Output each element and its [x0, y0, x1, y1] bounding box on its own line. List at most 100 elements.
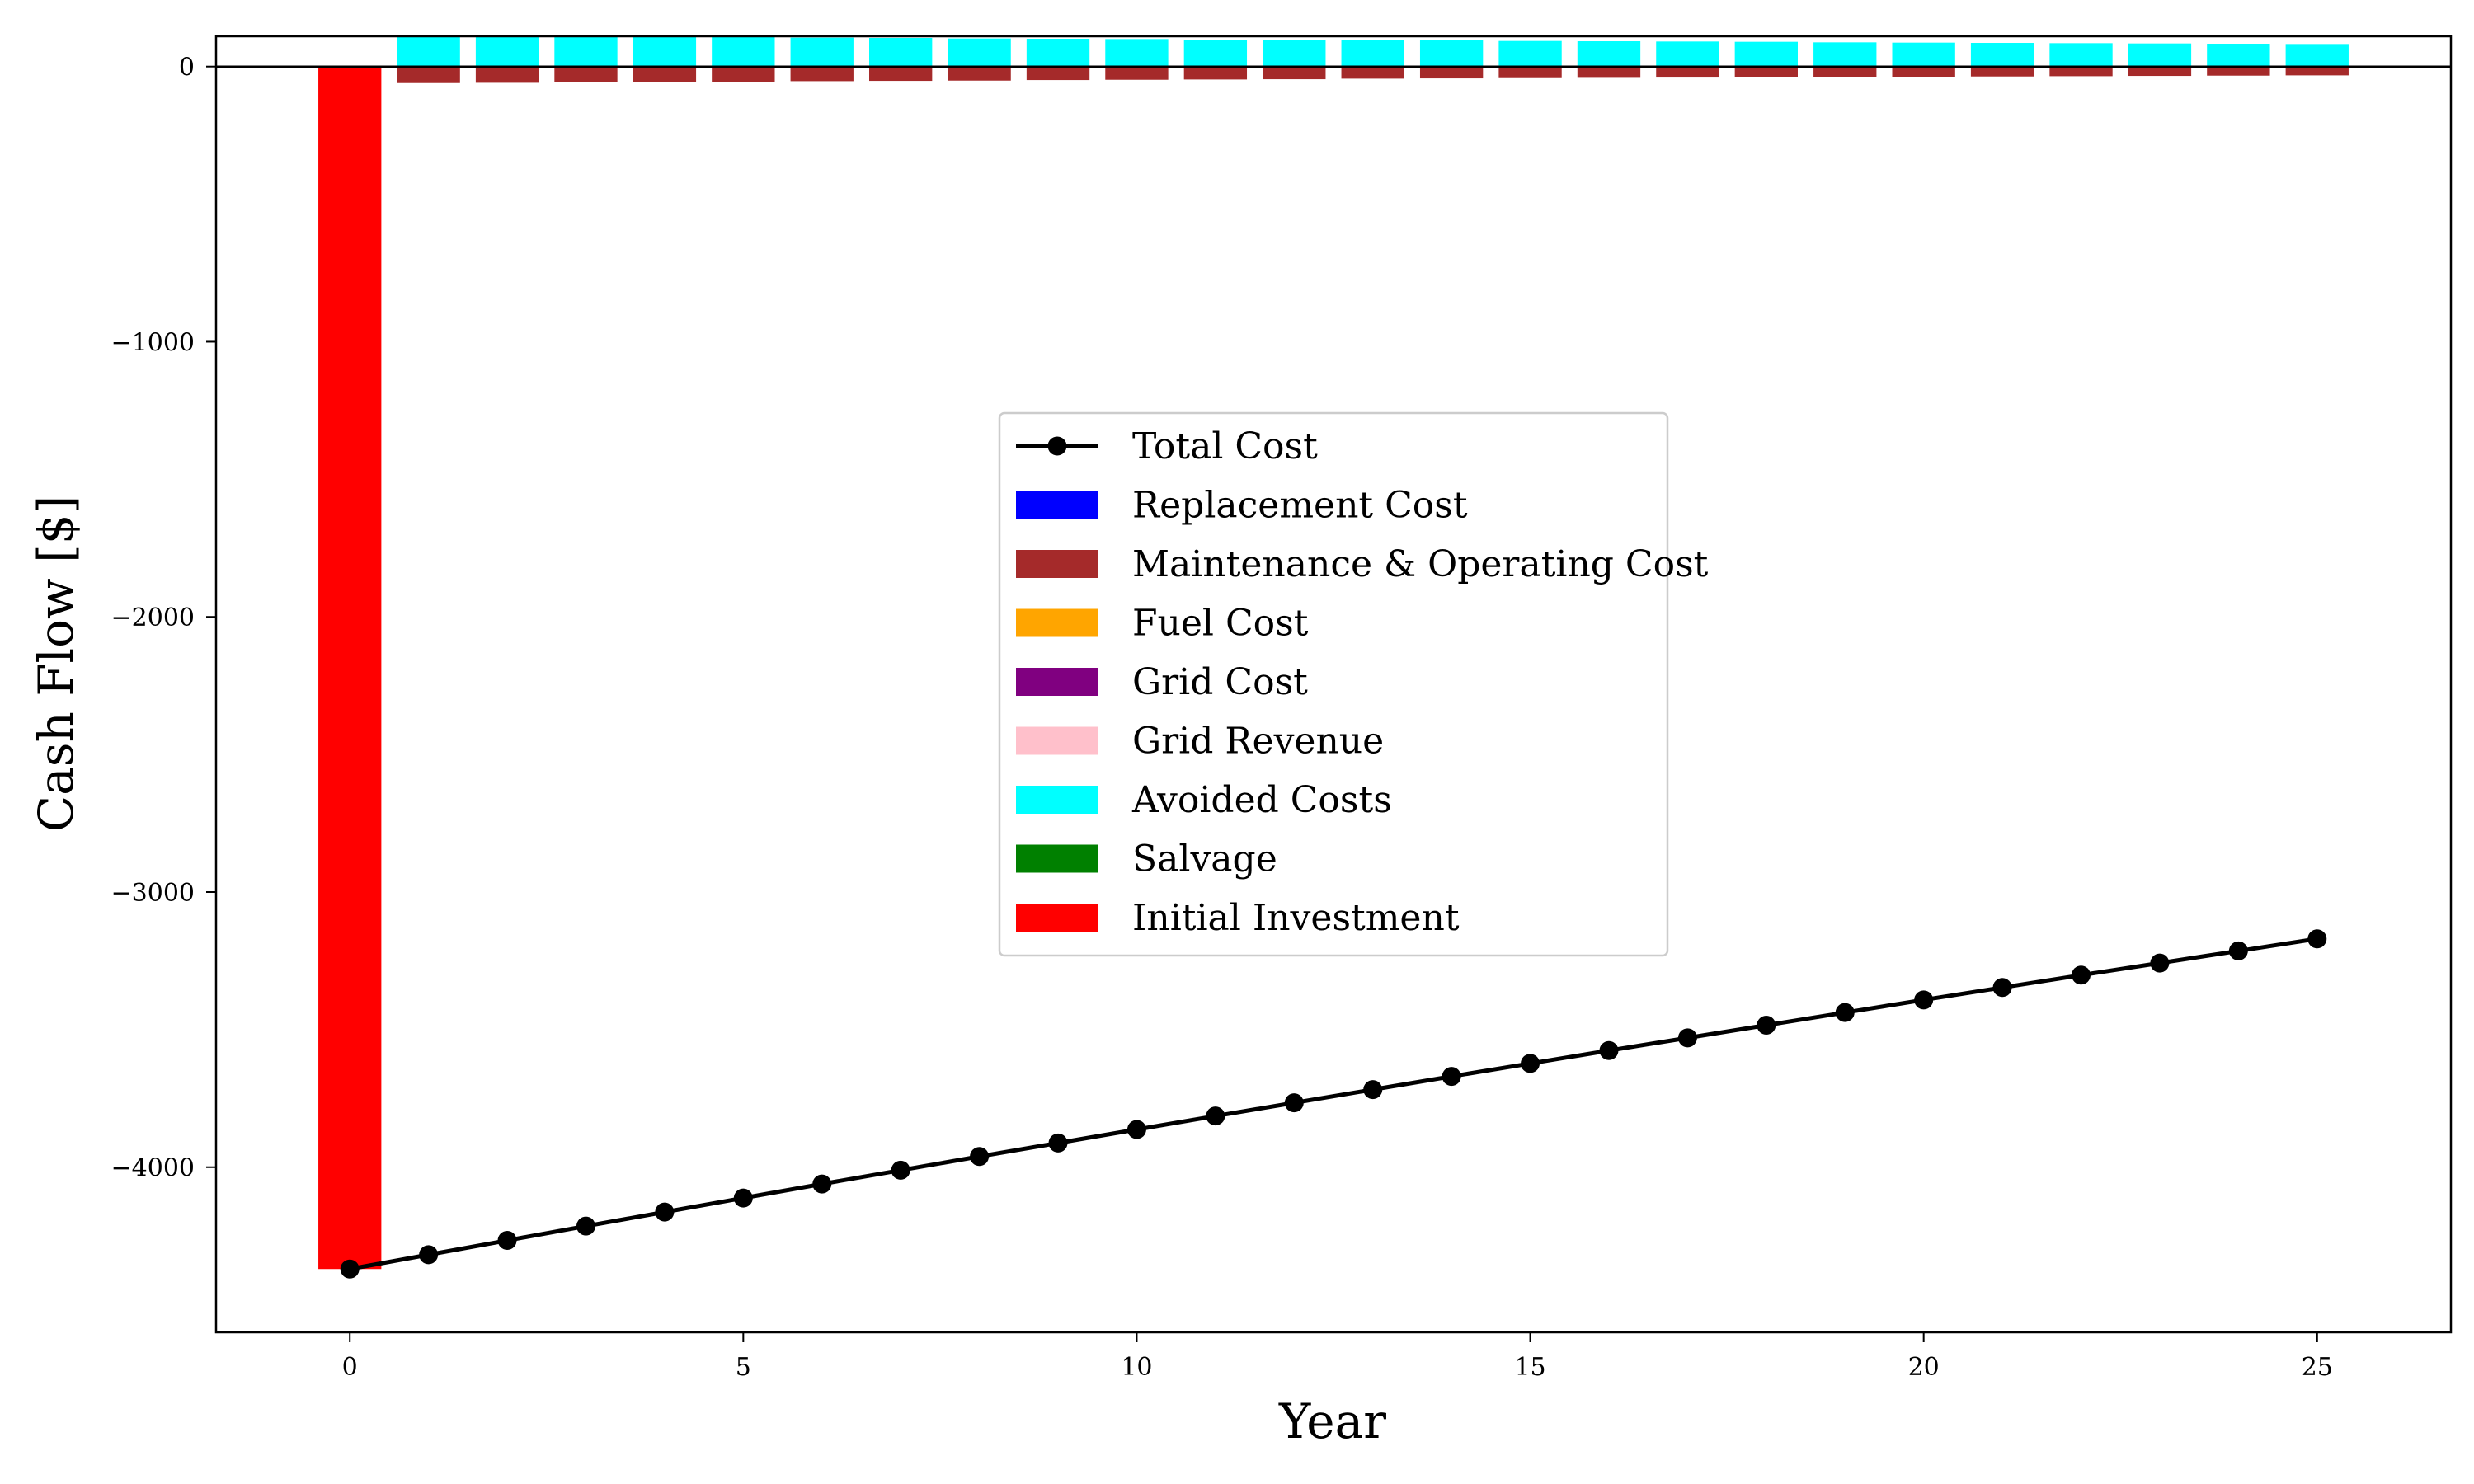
total-cost-point-17	[1677, 1028, 1697, 1048]
total-cost-layer	[340, 929, 2327, 1279]
legend-frame	[998, 411, 1669, 957]
total-cost-point-19	[1835, 1003, 1855, 1022]
total-cost-point-11	[1206, 1106, 1225, 1126]
total-cost-point-18	[1757, 1016, 1776, 1036]
legend-label-fuel-cost: Fuel Cost	[1132, 603, 1309, 645]
bar-maintenance-operating-cost-14	[1419, 66, 1484, 79]
total-cost-point-20	[1914, 990, 1934, 1010]
bar-avoided-costs-21	[1970, 43, 2034, 67]
x-tick-label-0: 0	[342, 1353, 358, 1382]
legend-swatch-initial-investment	[1016, 904, 1098, 932]
bar-maintenance-operating-cost-19	[1813, 66, 1877, 77]
bar-maintenance-operating-cost-15	[1498, 66, 1562, 78]
bar-avoided-costs-15	[1498, 40, 1562, 67]
bar-maintenance-operating-cost-24	[2207, 66, 2270, 76]
bar-maintenance-operating-cost-1	[397, 66, 460, 83]
total-cost-point-25	[2307, 929, 2327, 949]
legend-label-avoided-costs: Avoided Costs	[1131, 779, 1392, 821]
bar-initial-investment-0	[318, 66, 382, 1270]
bar-avoided-costs-25	[2285, 44, 2349, 67]
total-cost-point-9	[1048, 1133, 1068, 1153]
bar-avoided-costs-24	[2207, 44, 2270, 67]
bar-maintenance-operating-cost-22	[2049, 66, 2113, 77]
bar-maintenance-operating-cost-3	[554, 66, 618, 82]
x-tick-label-15: 15	[1514, 1353, 1545, 1382]
total-cost-point-7	[891, 1160, 910, 1180]
bar-avoided-costs-11	[1183, 40, 1248, 67]
legend: Total Cost Replacement Cost Maintenance & …	[998, 411, 1709, 957]
y-tick-label-2: −2000	[111, 603, 195, 632]
total-cost-point-5	[733, 1188, 753, 1208]
total-cost-point-2	[497, 1231, 517, 1251]
total-cost-point-15	[1521, 1054, 1540, 1073]
bar-maintenance-operating-cost-20	[1892, 66, 1955, 77]
bar-maintenance-operating-cost-11	[1183, 66, 1248, 80]
bars-layer	[318, 35, 2349, 1270]
bar-maintenance-operating-cost-13	[1341, 66, 1404, 79]
bar-avoided-costs-18	[1734, 41, 1798, 67]
y-tick-label-1: −1000	[111, 328, 195, 357]
bar-maintenance-operating-cost-25	[2285, 66, 2349, 76]
bar-avoided-costs-23	[2128, 43, 2192, 67]
total-cost-point-4	[655, 1202, 675, 1222]
legend-swatch-grid-revenue	[1016, 726, 1098, 755]
legend-label-replacement-cost: Replacement Cost	[1132, 485, 1468, 527]
legend-items: Total Cost Replacement Cost Maintenance & …	[1016, 425, 1709, 939]
bar-avoided-costs-13	[1341, 40, 1404, 67]
bar-avoided-costs-1	[397, 35, 460, 67]
total-cost-point-8	[970, 1147, 990, 1167]
bar-avoided-costs-7	[869, 38, 933, 67]
bar-avoided-costs-2	[475, 35, 539, 67]
legend-label-grid-revenue: Grid Revenue	[1132, 721, 1384, 763]
total-cost-point-22	[2072, 965, 2091, 985]
legend-swatch-replacement-cost	[1016, 491, 1098, 519]
bar-avoided-costs-3	[554, 36, 618, 67]
total-cost-point-16	[1599, 1040, 1619, 1060]
legend-swatch-avoided-costs	[1016, 786, 1098, 814]
y-tick-label-3: −3000	[111, 879, 195, 908]
bar-maintenance-operating-cost-5	[712, 66, 775, 82]
bar-maintenance-operating-cost-7	[869, 66, 933, 82]
bar-avoided-costs-4	[633, 36, 697, 67]
x-axis-label: Year	[1278, 1393, 1386, 1449]
bar-maintenance-operating-cost-2	[475, 66, 539, 83]
legend-label-grid-cost: Grid Cost	[1132, 661, 1308, 703]
bar-avoided-costs-19	[1813, 42, 1877, 67]
legend-label-total-cost: Total Cost	[1132, 425, 1318, 467]
legend-label-maintenance-operating-cost: Maintenance & Operating Cost	[1132, 543, 1709, 585]
legend-marker-total-cost	[1047, 436, 1067, 456]
total-cost-point-21	[1992, 978, 2012, 998]
legend-label-initial-investment: Initial Investment	[1132, 897, 1460, 939]
total-cost-line	[349, 937, 2318, 1271]
y-tick-label-0: 0	[179, 54, 195, 82]
x-tick-label-10: 10	[1121, 1353, 1152, 1382]
legend-label-salvage: Salvage	[1132, 838, 1277, 881]
bar-avoided-costs-17	[1656, 41, 1719, 67]
plot-frame	[214, 35, 2453, 1334]
bar-avoided-costs-5	[712, 37, 775, 67]
bar-maintenance-operating-cost-4	[633, 66, 697, 82]
total-cost-point-1	[419, 1245, 439, 1265]
bar-maintenance-operating-cost-12	[1263, 66, 1326, 80]
bar-maintenance-operating-cost-16	[1577, 66, 1641, 78]
bar-avoided-costs-20	[1892, 42, 1955, 67]
bar-maintenance-operating-cost-10	[1105, 66, 1169, 80]
bar-avoided-costs-16	[1577, 41, 1641, 67]
total-cost-point-23	[2150, 953, 2170, 973]
y-axis-label: Cash Flow [$]	[28, 495, 84, 832]
bar-avoided-costs-12	[1263, 40, 1326, 67]
y-axis-ticks: 0 −1000 −2000 −3000 −4000	[111, 54, 216, 1183]
total-cost-point-6	[812, 1174, 832, 1194]
bar-avoided-costs-6	[790, 37, 854, 67]
total-cost-point-3	[576, 1216, 595, 1236]
total-cost-point-10	[1126, 1120, 1146, 1139]
total-cost-point-13	[1363, 1080, 1383, 1100]
legend-swatch-maintenance-operating-cost	[1016, 550, 1098, 578]
bar-avoided-costs-10	[1105, 39, 1169, 67]
bar-maintenance-operating-cost-9	[1026, 66, 1090, 81]
total-cost-point-0	[340, 1259, 360, 1279]
bar-maintenance-operating-cost-21	[1970, 66, 2034, 77]
legend-swatch-fuel-cost	[1016, 608, 1098, 637]
bar-maintenance-operating-cost-17	[1656, 66, 1719, 78]
